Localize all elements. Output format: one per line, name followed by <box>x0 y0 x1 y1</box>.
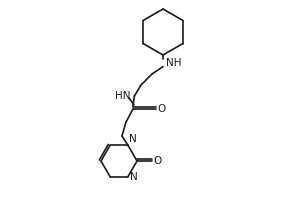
Text: N: N <box>130 172 137 182</box>
Text: O: O <box>154 156 162 166</box>
Text: N: N <box>129 134 137 144</box>
Text: HN: HN <box>115 91 130 101</box>
Text: NH: NH <box>166 58 182 68</box>
Text: O: O <box>158 104 166 114</box>
